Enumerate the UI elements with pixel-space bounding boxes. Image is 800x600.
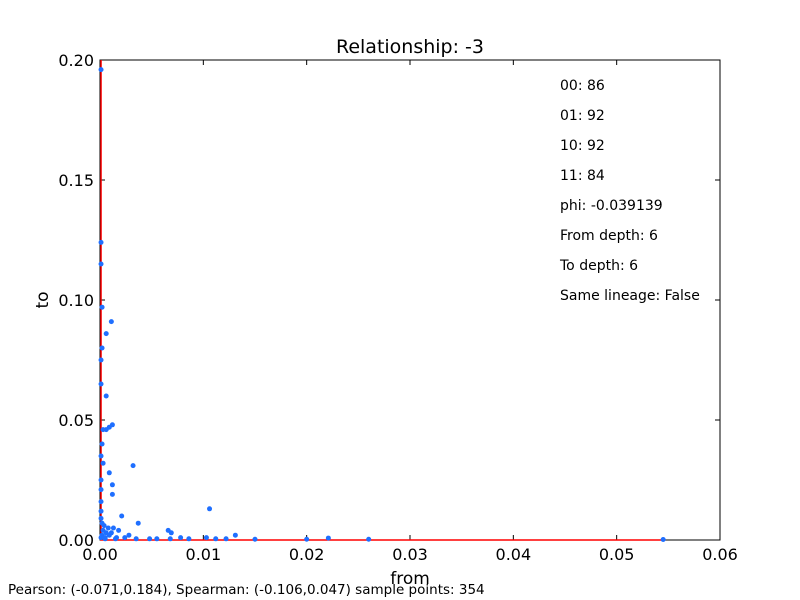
data-point — [325, 535, 331, 541]
data-point — [223, 536, 229, 542]
y-tick-label: 0.00 — [58, 531, 94, 550]
data-point — [119, 513, 125, 519]
annotation-text: To depth: 6 — [559, 258, 638, 274]
annotation-text: 01: 92 — [560, 108, 605, 124]
data-point — [98, 67, 104, 73]
data-point — [99, 304, 105, 310]
data-point — [133, 536, 139, 542]
data-point — [103, 331, 109, 337]
data-point — [122, 535, 128, 541]
data-point — [135, 520, 141, 526]
annotation-text: Same lineage: False — [560, 288, 700, 304]
x-tick-label: 0.04 — [496, 545, 532, 564]
x-axis: 0.00 0.01 0.02 0.03 0.04 0.05 0.06 — [82, 60, 738, 564]
data-point — [100, 427, 106, 433]
x-tick-label: 0.06 — [702, 545, 738, 564]
x-tick-label: 0.05 — [599, 545, 635, 564]
data-point — [167, 536, 173, 542]
data-point — [103, 393, 109, 399]
data-point — [126, 532, 132, 538]
y-axis: 0.00 0.05 0.10 0.15 0.20 — [58, 51, 720, 550]
data-point — [98, 477, 104, 483]
chart-title: Relationship: -3 — [336, 36, 484, 58]
x-tick-label: 0.01 — [186, 545, 222, 564]
annotation-text: phi: -0.039139 — [560, 198, 663, 214]
data-point — [100, 460, 106, 466]
scatter-points — [98, 67, 666, 543]
data-point — [109, 491, 115, 497]
data-point — [99, 345, 105, 351]
data-point — [98, 261, 104, 267]
data-point — [101, 523, 107, 529]
annotation-text: From depth: 6 — [560, 228, 658, 244]
data-point — [186, 536, 192, 542]
annotations: 00: 86 01: 92 10: 92 11: 84 phi: -0.039139 Fr… — [559, 78, 700, 304]
data-point — [106, 470, 112, 476]
data-point — [98, 508, 104, 514]
annotation-text: 10: 92 — [560, 138, 605, 154]
data-point — [98, 239, 104, 245]
data-point — [660, 537, 666, 543]
data-point — [109, 482, 115, 488]
data-point — [98, 515, 104, 521]
x-axis-label: from — [390, 569, 430, 589]
y-axis-label: to — [33, 291, 53, 308]
data-point — [105, 525, 111, 531]
data-point — [203, 535, 209, 541]
y-tick-label: 0.20 — [58, 51, 94, 70]
data-point — [98, 357, 104, 363]
data-point — [232, 532, 238, 538]
data-point — [147, 536, 153, 542]
data-point — [110, 525, 116, 531]
x-tick-label: 0.03 — [392, 545, 428, 564]
data-point — [116, 527, 122, 533]
y-tick-label: 0.10 — [58, 291, 94, 310]
y-tick-label: 0.05 — [58, 411, 94, 430]
x-tick-label: 0.02 — [289, 545, 325, 564]
data-point — [213, 536, 219, 542]
x-tick-label: 0.00 — [82, 545, 118, 564]
footer-stats: Pearson: (-0.071,0.184), Spearman: (-0.1… — [8, 582, 485, 598]
data-point — [102, 536, 108, 542]
data-point — [130, 463, 136, 469]
data-point — [207, 506, 213, 512]
data-point — [366, 536, 372, 542]
data-point — [304, 536, 310, 542]
data-point — [98, 381, 104, 387]
data-point — [108, 319, 114, 325]
data-point — [113, 536, 118, 542]
data-point — [252, 536, 258, 542]
annotation-text: 11: 84 — [560, 168, 605, 184]
data-point — [98, 535, 104, 541]
y-tick-label: 0.15 — [58, 171, 94, 190]
data-point — [98, 487, 104, 493]
data-point — [154, 536, 160, 542]
data-point — [98, 499, 104, 505]
annotation-text: 00: 86 — [560, 78, 605, 94]
data-point — [168, 530, 174, 536]
data-point — [178, 535, 184, 541]
data-point — [99, 441, 105, 447]
data-point — [106, 532, 112, 538]
data-point — [98, 453, 104, 459]
